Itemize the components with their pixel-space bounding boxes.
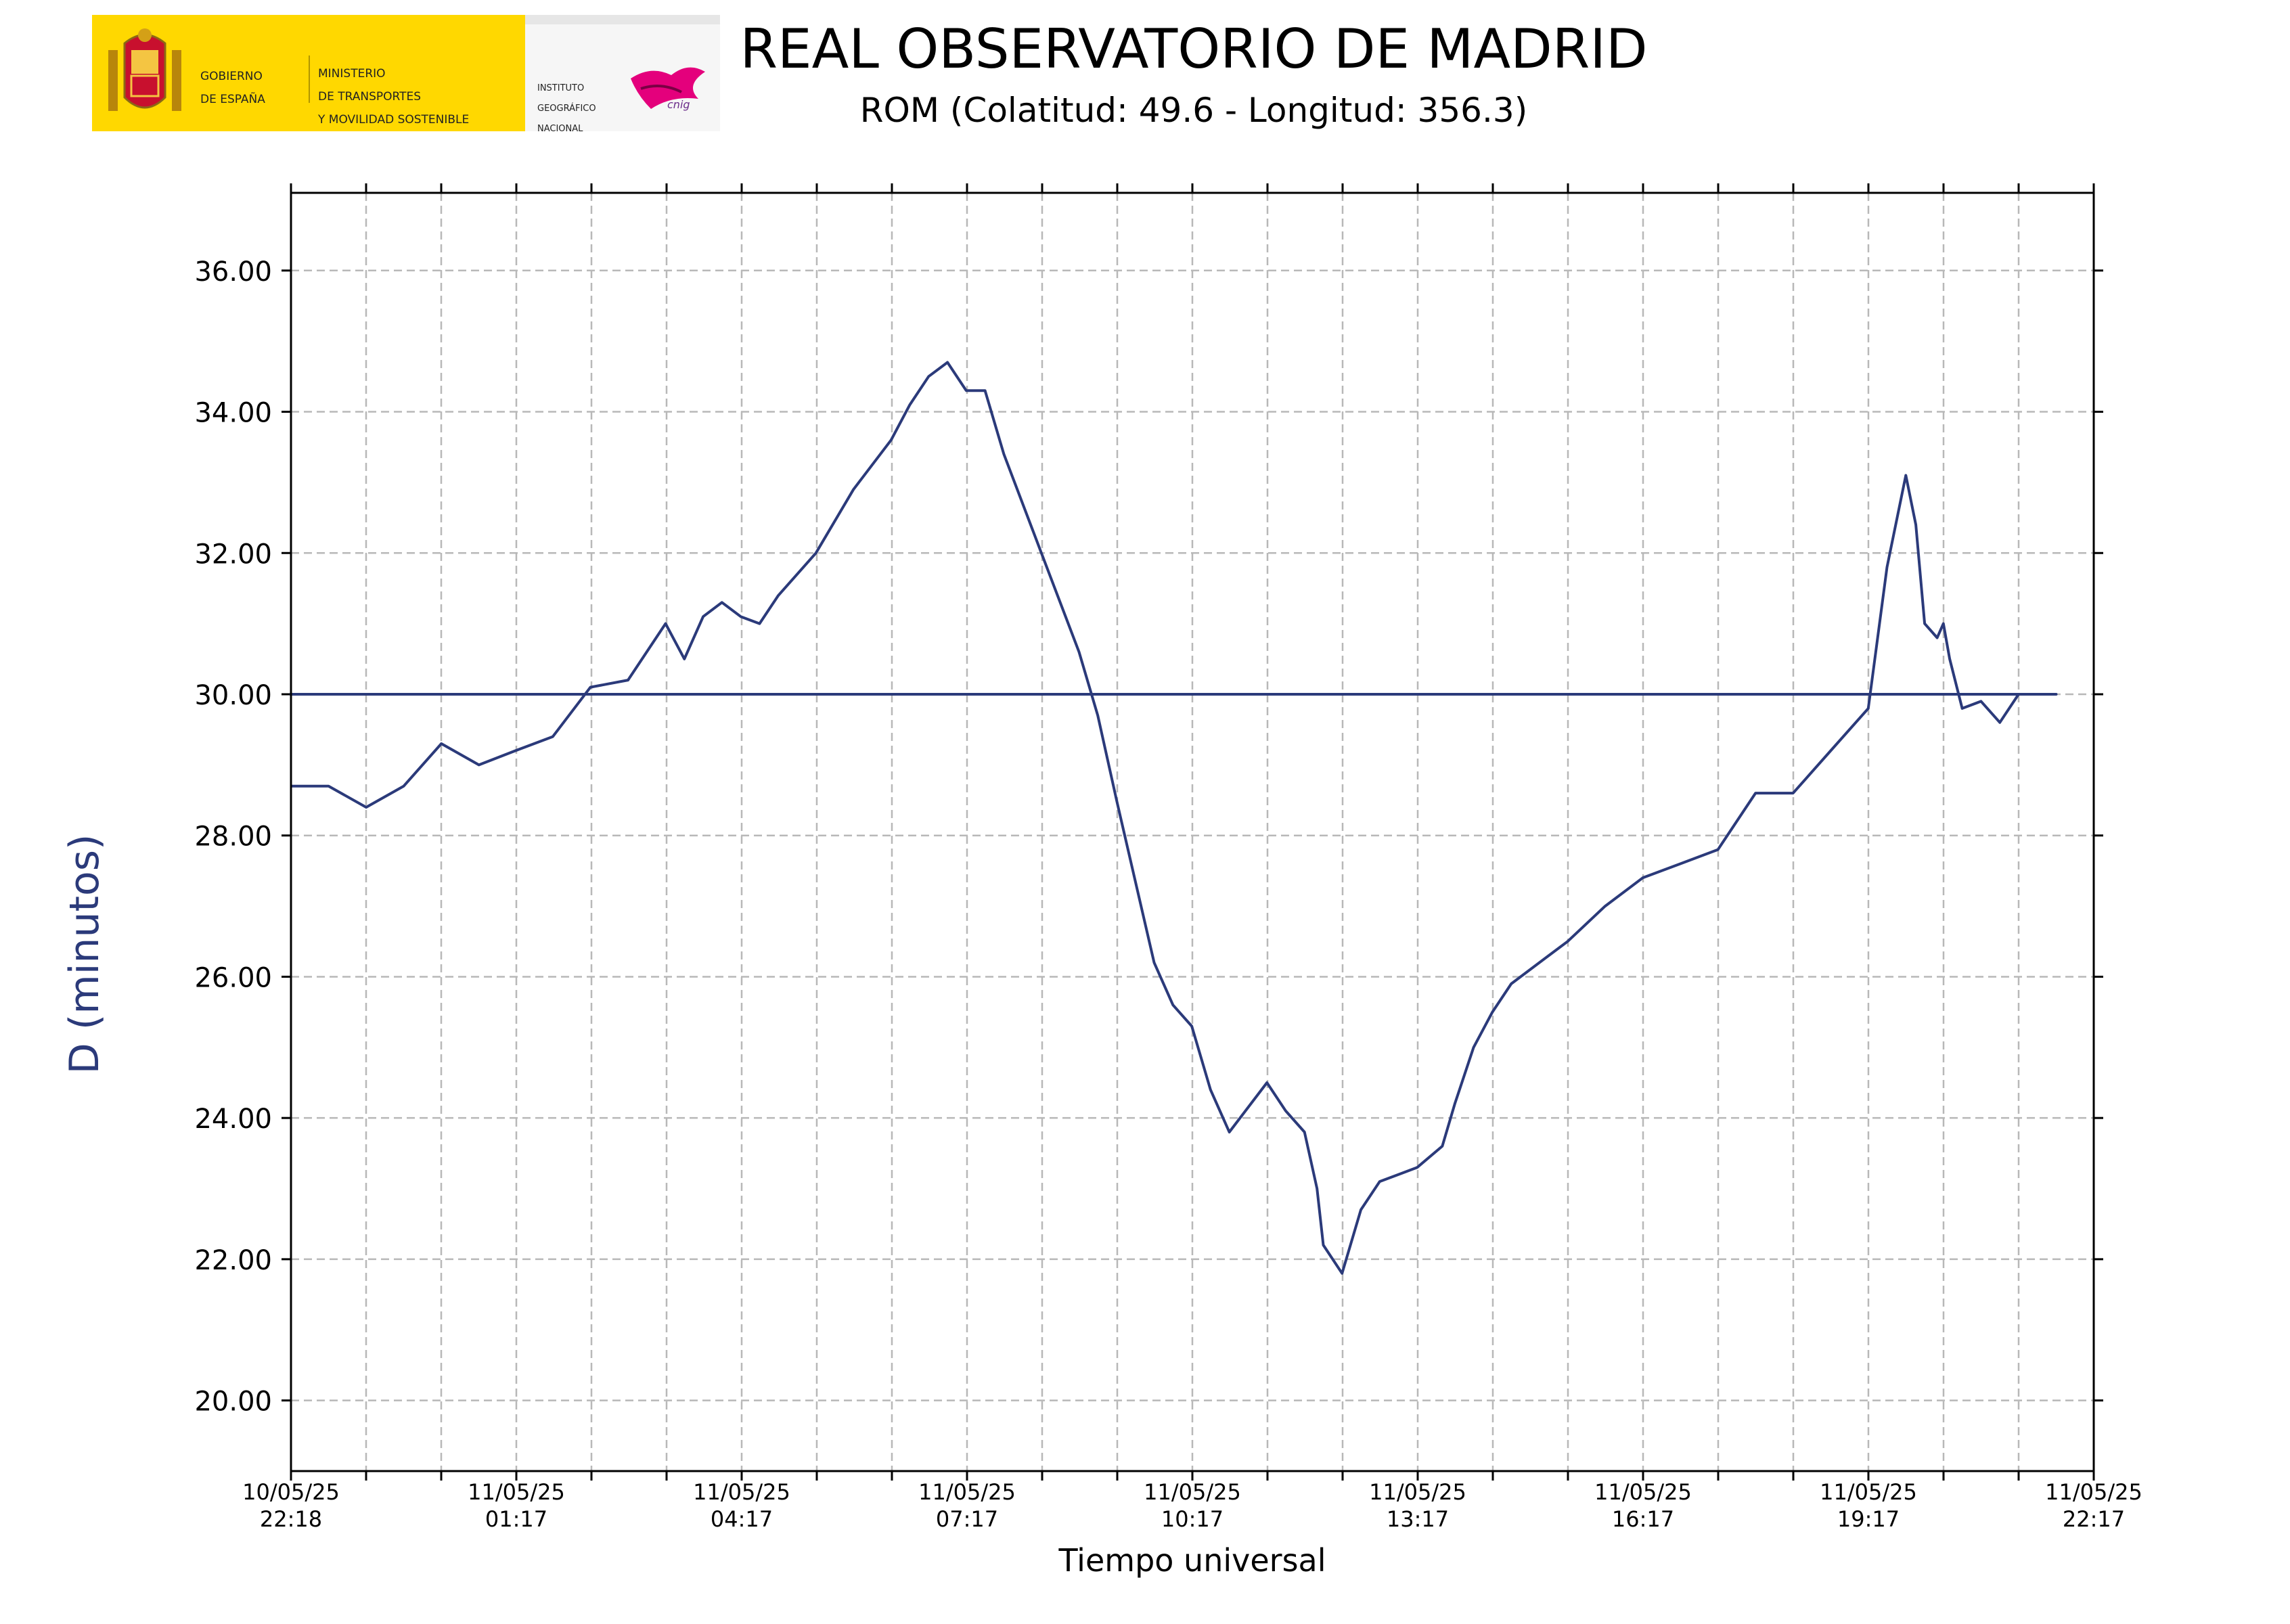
logo-divider — [309, 55, 310, 103]
y-tick-label: 20.00 — [194, 1386, 272, 1418]
government-logo-panel: GOBIERNO DE ESPAÑA MINISTERIO DE TRANSPO… — [92, 15, 525, 131]
grid-lines — [291, 193, 2094, 1471]
y-tick-label: 32.00 — [194, 539, 272, 570]
x-tick-date: 10/05/25 — [242, 1479, 340, 1505]
y-tick-label: 26.00 — [194, 962, 272, 993]
x-tick-date: 11/05/25 — [1820, 1479, 1917, 1505]
y-tick-label: 30.00 — [194, 680, 272, 711]
ign-line-2: GEOGRÁFICO — [537, 104, 596, 114]
y-tick-labels: 20.00 22.00 24.00 26.00 28.00 30.00 32.00 34.00… — [194, 256, 272, 1418]
ign-label: INSTITUTO GEOGRÁFICO NACIONAL — [537, 73, 596, 144]
chart-title: REAL OBSERVATORIO DE MADRID — [740, 18, 1647, 81]
x-tick-date: 11/05/25 — [693, 1479, 790, 1505]
gov-line-1: GOBIERNO — [200, 70, 263, 83]
x-axis-label: Tiempo universal — [1058, 1542, 1326, 1579]
y-tick-label: 22.00 — [194, 1245, 272, 1276]
y-tick-label: 28.00 — [194, 821, 272, 853]
x-tick-time: 16:17 — [1612, 1506, 1674, 1532]
x-tick-date: 11/05/25 — [468, 1479, 565, 1505]
series-points — [290, 362, 2057, 1273]
x-tick-time: 10:17 — [1161, 1506, 1223, 1532]
gov-label: GOBIERNO DE ESPAÑA — [200, 60, 265, 117]
series-line — [290, 361, 2058, 1275]
gov-line-2: DE ESPAÑA — [200, 93, 265, 106]
x-tick-date: 11/05/25 — [1369, 1479, 1466, 1505]
x-tick-time: 07:17 — [936, 1506, 998, 1532]
cnig-label: cnig — [667, 98, 690, 111]
coat-of-arms-icon — [108, 28, 181, 111]
ign-logo-panel: INSTITUTO GEOGRÁFICO NACIONAL cnig — [525, 15, 720, 134]
x-tick-time: 22:17 — [2063, 1506, 2125, 1532]
plot-frame — [290, 191, 2095, 1472]
x-tick-date: 11/05/25 — [1144, 1479, 1241, 1505]
chart-subtitle: ROM (Colatitud: 49.6 - Longitud: 356.3) — [860, 91, 1527, 130]
x-tick-labels: 10/05/2522:1811/05/2501:1711/05/2504:171… — [242, 1479, 2142, 1532]
header-logo: GOBIERNO DE ESPAÑA MINISTERIO DE TRANSPO… — [92, 15, 720, 134]
x-tick-date: 11/05/25 — [1594, 1479, 1692, 1505]
x-tick-date: 11/05/25 — [2045, 1479, 2142, 1505]
y-axis-label: D (minutos) — [61, 834, 108, 1075]
x-tick-time: 13:17 — [1387, 1506, 1449, 1532]
x-tick-time: 22:18 — [260, 1506, 322, 1532]
ministry-line-3: Y MOVILIDAD SOSTENIBLE — [318, 113, 470, 127]
ign-line-3: NACIONAL — [537, 124, 583, 134]
ign-line-1: INSTITUTO — [537, 83, 585, 93]
ministry-line-2: DE TRANSPORTES — [318, 90, 422, 104]
axis-ticks — [282, 183, 2103, 1481]
x-tick-date: 11/05/25 — [918, 1479, 1016, 1505]
ministry-line-1: MINISTERIO — [318, 67, 386, 81]
y-tick-label: 36.00 — [194, 256, 272, 288]
x-tick-time: 01:17 — [485, 1506, 547, 1532]
ign-brush-icon — [631, 67, 705, 109]
x-tick-time: 04:17 — [711, 1506, 773, 1532]
y-tick-label: 24.00 — [194, 1104, 272, 1135]
ministry-label: MINISTERIO DE TRANSPORTES Y MOVILIDAD SO… — [318, 57, 469, 137]
x-tick-time: 19:17 — [1837, 1506, 1900, 1532]
y-tick-label: 34.00 — [194, 398, 272, 429]
